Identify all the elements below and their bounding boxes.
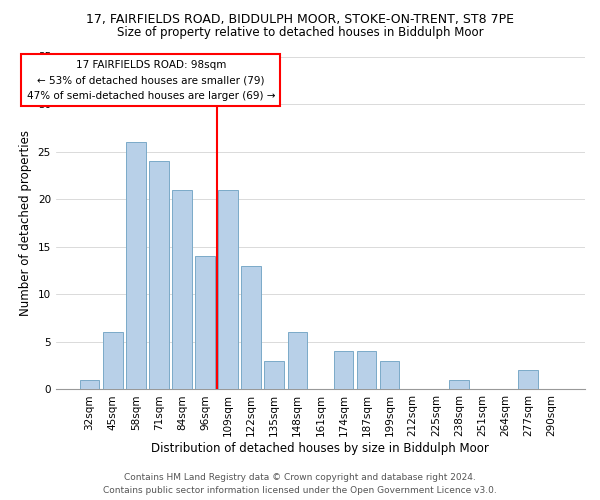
Bar <box>218 190 238 390</box>
Bar <box>357 352 376 390</box>
Bar <box>103 332 122 390</box>
Bar <box>287 332 307 390</box>
Bar <box>126 142 146 390</box>
Bar <box>149 161 169 390</box>
Bar <box>265 361 284 390</box>
X-axis label: Distribution of detached houses by size in Biddulph Moor: Distribution of detached houses by size … <box>151 442 490 455</box>
Bar <box>518 370 538 390</box>
Text: 17, FAIRFIELDS ROAD, BIDDULPH MOOR, STOKE-ON-TRENT, ST8 7PE: 17, FAIRFIELDS ROAD, BIDDULPH MOOR, STOK… <box>86 12 514 26</box>
Bar <box>241 266 261 390</box>
Bar <box>380 361 400 390</box>
Bar <box>195 256 215 390</box>
Bar <box>334 352 353 390</box>
Text: Contains HM Land Registry data © Crown copyright and database right 2024.
Contai: Contains HM Land Registry data © Crown c… <box>103 473 497 495</box>
Text: 17 FAIRFIELDS ROAD: 98sqm
← 53% of detached houses are smaller (79)
47% of semi-: 17 FAIRFIELDS ROAD: 98sqm ← 53% of detac… <box>26 60 275 101</box>
Bar <box>449 380 469 390</box>
Text: Size of property relative to detached houses in Biddulph Moor: Size of property relative to detached ho… <box>116 26 484 39</box>
Y-axis label: Number of detached properties: Number of detached properties <box>19 130 32 316</box>
Bar <box>172 190 192 390</box>
Bar <box>80 380 100 390</box>
